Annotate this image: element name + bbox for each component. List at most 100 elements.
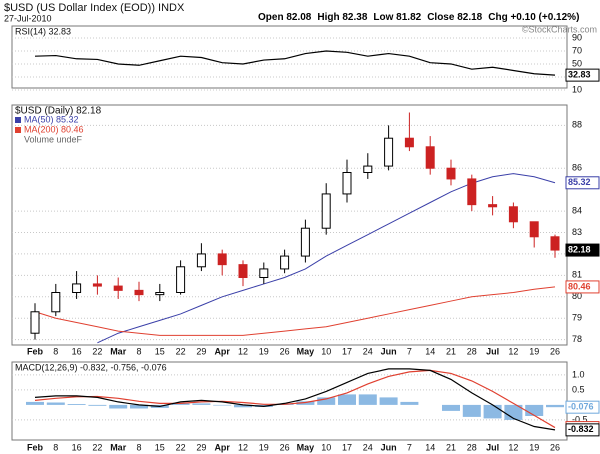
candle-body [404, 137, 414, 148]
x-tick-label: Apr [214, 442, 230, 452]
candle-body [384, 137, 394, 167]
x-tick-label: 8 [136, 442, 141, 452]
x-tick-label: 8 [136, 346, 141, 356]
histogram-bar [234, 404, 252, 408]
value-tag-label: -0.832 [568, 424, 594, 434]
candle-body [238, 264, 248, 278]
candle-body [425, 146, 435, 169]
y-tick-label: 90 [572, 32, 582, 42]
x-tick-label: 16 [72, 346, 82, 356]
value-tag [565, 243, 600, 257]
panel-frame [11, 361, 568, 441]
value-tag [565, 280, 600, 294]
x-tick-label: 14 [425, 442, 435, 452]
y-tick-label: 88 [572, 120, 582, 130]
histogram-bar [213, 404, 232, 406]
x-tick-label: 22 [92, 442, 102, 452]
histogram-bar [26, 401, 44, 405]
quote-row: Open 82.08 High 82.38 Low 81.82 Close 82.18… [258, 12, 579, 23]
y-tick-label: 86 [572, 163, 582, 173]
histogram-bar [88, 404, 107, 406]
x-tick-label: 15 [155, 442, 165, 452]
y-tick-label: 50 [572, 58, 582, 68]
x-tick-label: Jul [486, 346, 499, 356]
quote-item: Open 82.08 [258, 12, 312, 23]
candle-body [259, 268, 269, 278]
x-tick-label: Feb [27, 442, 44, 452]
histogram-bar [462, 404, 481, 417]
y-tick-label: 1.0 [572, 369, 585, 379]
x-tick-label: May [297, 442, 315, 452]
candle-body [280, 255, 290, 270]
x-tick-label: 19 [529, 442, 539, 452]
quote-item: Low 81.82 [373, 12, 422, 23]
histogram-bar [130, 404, 148, 409]
moving-average [34, 286, 556, 336]
x-tick-label: 19 [259, 442, 269, 452]
candle-body [176, 266, 186, 293]
panel-title: RSI(14) 32.83 [15, 26, 71, 36]
legend-label: MA(200) 80.46 [24, 124, 84, 134]
series-line [34, 369, 556, 429]
candle-body [446, 167, 456, 180]
x-tick-label: Jul [486, 442, 499, 452]
x-tick-label: 26 [280, 442, 290, 452]
y-tick-label: 81 [572, 270, 582, 280]
histogram-bar [546, 404, 564, 408]
quote-item: Close 82.18 [427, 12, 483, 23]
moving-average [97, 173, 556, 344]
y-tick-label: 0.5 [572, 384, 585, 394]
y-tick-label: 80 [572, 291, 582, 301]
candle-body [529, 221, 539, 238]
value-tag-label: -0.076 [568, 402, 594, 412]
histogram-bar [442, 404, 460, 411]
candle-body [550, 236, 560, 251]
panel-title: MACD(12,26,9) -0.832, -0.756, -0.076 [15, 362, 167, 372]
value-tag [565, 176, 600, 190]
candle-body [196, 253, 206, 268]
candle-body [217, 253, 227, 266]
price-title: $USD (Daily) 82.18 [15, 106, 102, 117]
panel-frame [11, 25, 568, 89]
y-tick-label: 79 [572, 313, 582, 323]
x-tick-label: Jun [381, 442, 397, 452]
x-tick-label: 19 [529, 346, 539, 356]
histogram-bar [400, 401, 419, 405]
watermark: ©StockCharts.com [522, 24, 597, 34]
x-tick-label: 12 [508, 442, 518, 452]
x-tick-label: 12 [238, 346, 248, 356]
x-tick-label: May [297, 346, 315, 356]
x-tick-label: 19 [259, 346, 269, 356]
y-tick-label: 78 [572, 334, 582, 344]
x-tick-label: Apr [214, 346, 230, 356]
x-tick-label: 21 [446, 346, 456, 356]
candle-body [321, 193, 331, 229]
histogram-bar [379, 397, 398, 405]
candle-body [72, 283, 82, 293]
value-tag-label: 82.18 [568, 244, 591, 254]
y-tick-label: 84 [572, 205, 582, 215]
x-tick-label: 12 [508, 346, 518, 356]
x-tick-label: 24 [363, 442, 373, 452]
x-tick-label: 15 [155, 346, 165, 356]
x-tick-label: 28 [467, 346, 477, 356]
x-tick-label: 8 [53, 346, 58, 356]
quote-item: High 82.38 [317, 12, 368, 23]
candle-body [342, 172, 352, 195]
x-tick-label: Mar [110, 442, 127, 452]
histogram-bar [46, 402, 65, 405]
x-tick-label: 28 [467, 442, 477, 452]
x-tick-label: 21 [446, 442, 456, 452]
y-tick-label: 10 [572, 84, 582, 94]
x-tick-label: 10 [321, 346, 331, 356]
x-tick-label: 14 [425, 346, 435, 356]
x-tick-label: 7 [407, 442, 412, 452]
candle-body [488, 204, 498, 208]
chart-header-title: $USD (US Dollar Index (EOD)) INDX [4, 2, 185, 14]
candle-body [30, 311, 40, 334]
candle-body [134, 289, 144, 296]
candle-body [363, 165, 373, 173]
x-tick-label: 22 [92, 346, 102, 356]
legend-swatch [15, 127, 21, 133]
